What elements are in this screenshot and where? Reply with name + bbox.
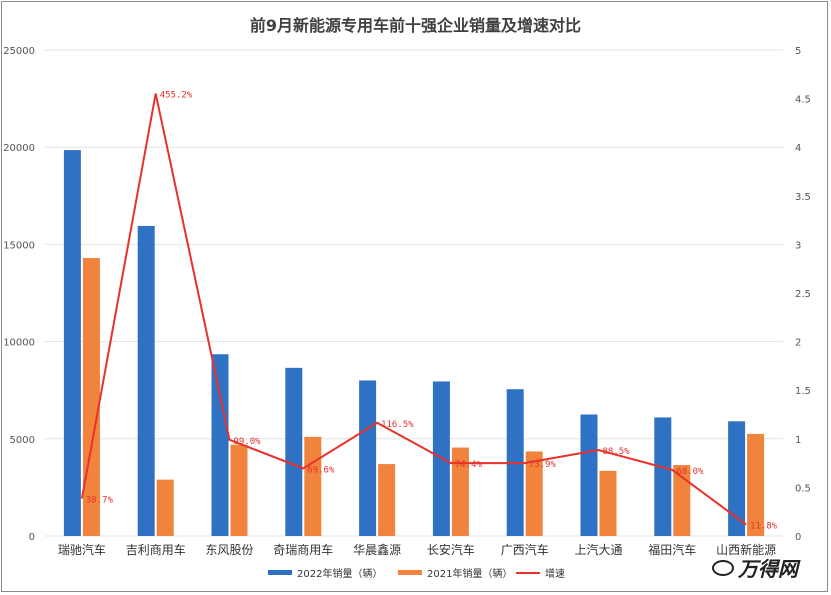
y-right-tick-label: 3.5: [795, 192, 811, 203]
legend-2022-swatch: [268, 570, 292, 575]
growth-data-label: 11.8%: [750, 522, 778, 532]
y-right-tick-label: 1: [795, 435, 801, 446]
bar-2021: [304, 436, 322, 536]
x-tick-label: 山西新能源: [716, 542, 776, 557]
x-tick-label: 福田汽车: [648, 542, 696, 557]
bar-2022: [137, 225, 155, 536]
y-right-tick-label: 2.5: [795, 289, 811, 300]
y-left-tick-label: 15000: [3, 240, 35, 251]
y-right-tick-label: 1.5: [795, 386, 811, 397]
watermark: 万得网: [712, 553, 798, 582]
y-right-tick-label: 3: [795, 240, 801, 251]
bar-2022: [654, 417, 672, 536]
growth-data-label: 68.0%: [676, 467, 704, 477]
bar-2022: [211, 354, 229, 536]
bar-2022: [63, 150, 81, 536]
growth-data-label: 38.7%: [86, 495, 114, 505]
x-tick-label: 华晨鑫源: [353, 542, 401, 557]
bar-2021: [599, 470, 617, 536]
bar-2021: [451, 447, 469, 536]
y-right-tick-label: 0.5: [795, 483, 811, 494]
growth-data-label: 99.0%: [234, 437, 262, 447]
y-right-tick-label: 2: [795, 338, 801, 349]
growth-data-label: 116.5%: [381, 420, 414, 430]
y-right-tick-label: 5: [795, 46, 801, 57]
wechat-icon: [712, 559, 734, 576]
growth-data-label: 88.5%: [603, 447, 631, 457]
chart-title: 前9月新能源专用车前十强企业销量及增速对比: [249, 16, 582, 35]
x-tick-label: 上汽大通: [574, 542, 622, 557]
bar-2022: [728, 421, 746, 536]
bar-2022: [285, 367, 303, 536]
bar-2021: [378, 464, 396, 536]
y-left-tick-label: 25000: [3, 46, 35, 57]
y-left-tick-label: 0: [29, 532, 35, 543]
y-right-tick-label: 4.5: [795, 95, 811, 106]
bar-2021: [156, 479, 174, 536]
y-left-tick-label: 5000: [10, 435, 35, 446]
legend-2021-label: 2021年销量（辆）: [427, 567, 512, 580]
x-tick-label: 广西汽车: [501, 542, 549, 557]
x-tick-label: 长安汽车: [427, 542, 475, 557]
growth-data-label: 74.4%: [455, 460, 483, 470]
bar-2021: [525, 451, 543, 536]
y-left-tick-label: 10000: [3, 338, 35, 349]
x-tick-label: 奇瑞商用车: [273, 542, 333, 557]
growth-data-label: 455.2%: [160, 91, 193, 101]
bar-2021: [747, 433, 765, 536]
x-tick-label: 瑞驰汽车: [58, 542, 106, 557]
y-right-tick-label: 0: [795, 532, 801, 543]
bar-2022: [359, 380, 377, 536]
growth-data-label: 69.6%: [307, 465, 335, 475]
bar-2021: [82, 258, 100, 536]
growth-line: [80, 93, 747, 526]
watermark-text: 万得网: [738, 557, 798, 581]
legend-2021-swatch: [398, 570, 422, 575]
legend-2022-label: 2022年销量（辆）: [297, 567, 382, 580]
x-tick-label: 吉利商用车: [126, 542, 186, 557]
y-right-tick-label: 4: [795, 143, 801, 154]
y-left-tick-label: 20000: [3, 143, 35, 154]
bar-2021: [230, 444, 248, 536]
x-tick-label: 东风股份: [205, 543, 253, 557]
growth-data-label: 73.9%: [529, 460, 557, 470]
bar-2021: [673, 465, 691, 536]
legend-growth-label: 增速: [545, 567, 565, 580]
bar-2022: [580, 414, 598, 536]
